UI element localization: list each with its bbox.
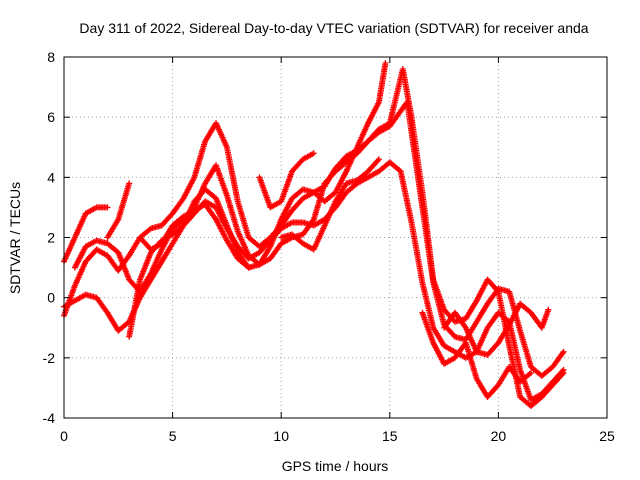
data-point bbox=[375, 156, 382, 163]
y-tick-label: 2 bbox=[47, 230, 55, 246]
y-axis-label: SDTVAR / TECUs bbox=[7, 182, 23, 294]
chart-title: Day 311 of 2022, Sidereal Day-to-day VTE… bbox=[79, 20, 588, 36]
y-tick-label: 8 bbox=[47, 49, 55, 65]
x-tick-label: 10 bbox=[273, 428, 289, 444]
data-point bbox=[126, 180, 133, 187]
y-tick-label: -2 bbox=[43, 350, 56, 366]
x-tick-label: 25 bbox=[599, 428, 615, 444]
x-tick-label: 20 bbox=[491, 428, 507, 444]
x-tick-label: 0 bbox=[60, 428, 68, 444]
series-track-2 bbox=[61, 204, 111, 265]
y-tick-label: 0 bbox=[47, 290, 55, 306]
series-track-7 bbox=[137, 201, 252, 271]
data-point bbox=[560, 369, 567, 376]
x-axis-label: GPS time / hours bbox=[282, 458, 389, 474]
series-track-3 bbox=[61, 60, 389, 319]
y-tick-label: 4 bbox=[47, 169, 55, 185]
data-point bbox=[374, 157, 381, 164]
data-point bbox=[545, 306, 552, 313]
series-track-8 bbox=[256, 150, 317, 211]
series-track-5 bbox=[104, 180, 133, 241]
data-point bbox=[527, 369, 534, 376]
series-track-10 bbox=[419, 309, 534, 400]
x-tick-label: 15 bbox=[382, 428, 398, 444]
data-point bbox=[104, 204, 111, 211]
data-point bbox=[560, 348, 567, 355]
data-points bbox=[61, 60, 567, 409]
data-point bbox=[559, 371, 566, 378]
series-track-9 bbox=[278, 156, 382, 253]
data-point bbox=[245, 264, 252, 271]
data-point bbox=[310, 150, 317, 157]
data-point bbox=[382, 60, 389, 67]
x-tick-label: 5 bbox=[169, 428, 177, 444]
series-track-11 bbox=[441, 300, 552, 358]
axis-ticks: 0 5 10 15 20 25 -4 -2 0 2 4 6 8 bbox=[43, 49, 615, 444]
y-tick-label: -4 bbox=[43, 410, 56, 426]
y-tick-label: 6 bbox=[47, 109, 55, 125]
